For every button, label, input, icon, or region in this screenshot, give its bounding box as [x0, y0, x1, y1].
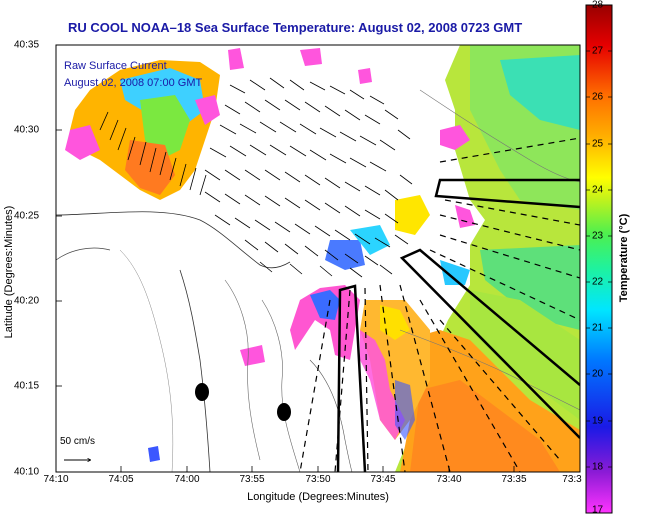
colorbar-tick-label: 26: [592, 91, 604, 103]
colorbar-tick-label: 19: [592, 415, 604, 427]
colorbar-tick-label: 23: [592, 230, 604, 242]
colorbar: [585, 4, 613, 514]
colorbar-tick-label: 17: [592, 504, 604, 516]
station-marker: [277, 403, 291, 421]
colorbar-tick-label: 22: [592, 276, 604, 288]
colorbar-label: Temperature (°C): [618, 213, 630, 303]
axis-ticks: [55, 44, 515, 473]
colorbar-tick-label: 27: [592, 45, 604, 57]
map-title: RU COOL NOAA–18 Sea Surface Temperature:…: [68, 20, 523, 35]
colorbar-tick-label: 25: [592, 138, 604, 150]
x-tick-label: 74:00: [174, 474, 200, 485]
colorbar-ticks: [586, 4, 612, 514]
y-tick-label: 40:25: [14, 210, 40, 222]
current-overlay-label: Raw Surface Current August 02, 2008 07:0…: [64, 58, 202, 92]
y-tick-label: 40:10: [14, 466, 40, 478]
radar-sector-outlines: [336, 178, 580, 472]
overlay-line-1: Raw Surface Current: [64, 60, 167, 72]
scale-label: 50 cm/s: [60, 436, 96, 447]
surface-current-arrows: [204, 77, 413, 278]
overlay-line-2: August 02, 2008 07:00 GMT: [64, 77, 203, 89]
map-plot-area: [56, 45, 580, 472]
radar-radials: [299, 137, 580, 472]
nearshore-current-arrows: [99, 111, 207, 196]
x-axis-label: Longitude (Degrees:Minutes): [247, 491, 389, 503]
x-tick-label: 73:40: [436, 474, 462, 485]
x-tick-label: 74:10: [43, 474, 69, 485]
x-tick-label: 74:05: [108, 474, 134, 485]
colorbar-tick-label: 24: [592, 184, 604, 196]
y-tick-label: 40:35: [14, 39, 40, 51]
y-tick-label: 40:30: [14, 124, 40, 136]
x-tick-label: 73:35: [501, 474, 527, 485]
x-tick-label: 73:50: [305, 474, 331, 485]
colorbar-tick-label: 18: [592, 461, 604, 473]
colorbar-tick-label: 28: [592, 0, 604, 11]
y-tick-label: 40:15: [14, 380, 40, 392]
x-tick-label: 73:55: [239, 474, 265, 485]
x-tick-label: 73:3: [562, 474, 582, 485]
y-tick-label: 40:20: [14, 295, 40, 307]
colorbar-tick-label: 21: [592, 322, 604, 334]
colorbar-tick-label: 20: [592, 368, 604, 380]
y-axis-label: Latitude (Degrees:Minutes): [3, 205, 15, 339]
x-tick-label: 73:45: [370, 474, 396, 485]
station-marker: [195, 383, 209, 401]
